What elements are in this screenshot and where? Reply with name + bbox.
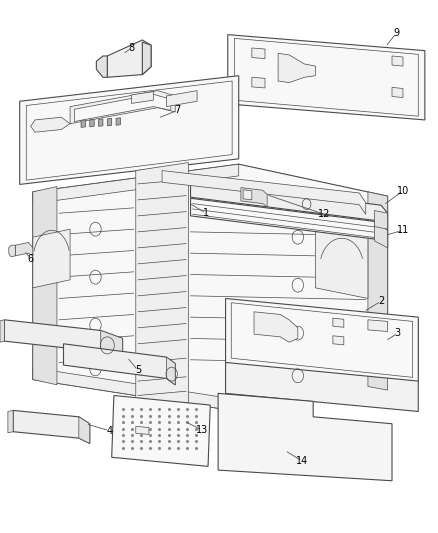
Polygon shape <box>81 120 85 127</box>
Polygon shape <box>392 87 403 98</box>
Polygon shape <box>136 426 149 434</box>
Polygon shape <box>374 211 388 229</box>
Polygon shape <box>136 163 188 409</box>
Polygon shape <box>31 117 70 132</box>
Polygon shape <box>226 301 418 411</box>
Polygon shape <box>234 38 418 116</box>
Polygon shape <box>107 118 112 126</box>
Polygon shape <box>112 395 210 466</box>
Text: 11: 11 <box>397 225 409 235</box>
Polygon shape <box>4 320 123 360</box>
Text: 14: 14 <box>296 456 308 466</box>
Text: 3: 3 <box>395 328 401 338</box>
Polygon shape <box>13 410 90 443</box>
Polygon shape <box>218 393 392 481</box>
Polygon shape <box>142 42 151 75</box>
Polygon shape <box>90 119 94 127</box>
Text: 6: 6 <box>28 254 34 263</box>
Polygon shape <box>0 320 4 342</box>
Polygon shape <box>33 187 57 385</box>
Text: 13: 13 <box>196 425 208 435</box>
Text: 8: 8 <box>128 43 134 53</box>
Polygon shape <box>131 92 153 103</box>
Text: 5: 5 <box>135 366 141 375</box>
Polygon shape <box>64 344 175 385</box>
Polygon shape <box>99 119 103 126</box>
Text: 2: 2 <box>378 296 384 306</box>
Polygon shape <box>252 77 265 88</box>
Polygon shape <box>191 198 388 248</box>
Polygon shape <box>74 94 171 122</box>
Polygon shape <box>252 48 265 59</box>
Polygon shape <box>191 181 388 229</box>
Polygon shape <box>33 368 239 411</box>
Polygon shape <box>107 40 151 77</box>
Polygon shape <box>162 171 366 214</box>
Polygon shape <box>228 35 425 120</box>
Polygon shape <box>8 410 13 433</box>
Polygon shape <box>79 417 90 443</box>
Text: 10: 10 <box>397 186 409 196</box>
Polygon shape <box>96 56 107 77</box>
Polygon shape <box>374 222 388 248</box>
Polygon shape <box>333 336 344 345</box>
Polygon shape <box>70 91 175 124</box>
Polygon shape <box>333 318 344 327</box>
Polygon shape <box>101 330 123 360</box>
Polygon shape <box>20 76 239 184</box>
Text: 9: 9 <box>393 28 399 38</box>
Polygon shape <box>226 298 418 381</box>
Polygon shape <box>116 118 120 125</box>
Polygon shape <box>368 320 388 332</box>
Polygon shape <box>166 91 197 107</box>
Text: 12: 12 <box>318 209 330 219</box>
Text: 1: 1 <box>203 208 209 218</box>
Polygon shape <box>315 227 368 298</box>
Text: 7: 7 <box>174 106 180 115</box>
Polygon shape <box>33 164 239 204</box>
Polygon shape <box>33 229 70 288</box>
Polygon shape <box>368 192 388 390</box>
Polygon shape <box>278 53 315 83</box>
Polygon shape <box>241 188 267 207</box>
Polygon shape <box>392 56 403 66</box>
Text: 4: 4 <box>106 426 113 435</box>
Polygon shape <box>166 357 175 385</box>
Polygon shape <box>243 190 252 200</box>
Polygon shape <box>231 303 413 377</box>
Polygon shape <box>26 81 232 180</box>
Polygon shape <box>254 312 298 342</box>
Polygon shape <box>9 245 15 257</box>
Polygon shape <box>33 164 388 411</box>
Polygon shape <box>15 243 33 256</box>
